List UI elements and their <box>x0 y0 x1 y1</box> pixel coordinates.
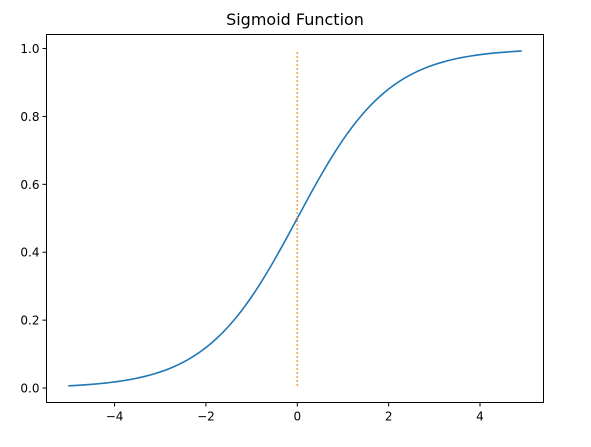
x-tick-label: −2 <box>197 410 215 424</box>
y-tick-label: 0.6 <box>20 178 39 192</box>
y-tick-label: 0.2 <box>20 314 39 328</box>
y-tick-label: 0.8 <box>20 110 39 124</box>
y-axis: 0.0 0.2 0.4 0.6 0.8 1.0 <box>20 42 47 396</box>
plot-area <box>68 50 522 387</box>
y-tick-label: 0.4 <box>20 246 39 260</box>
chart-title: Sigmoid Function <box>226 10 364 29</box>
x-tick-label: 4 <box>476 410 484 424</box>
y-tick-label: 0.0 <box>20 382 39 396</box>
plot-frame <box>46 34 544 403</box>
x-axis: −4 −2 0 2 4 <box>106 402 484 424</box>
x-tick-label: 0 <box>293 410 301 424</box>
series-line-sigmoid <box>68 50 522 387</box>
y-tick-label: 1.0 <box>20 42 39 56</box>
x-tick-label: −4 <box>106 410 124 424</box>
x-tick-label: 2 <box>385 410 393 424</box>
